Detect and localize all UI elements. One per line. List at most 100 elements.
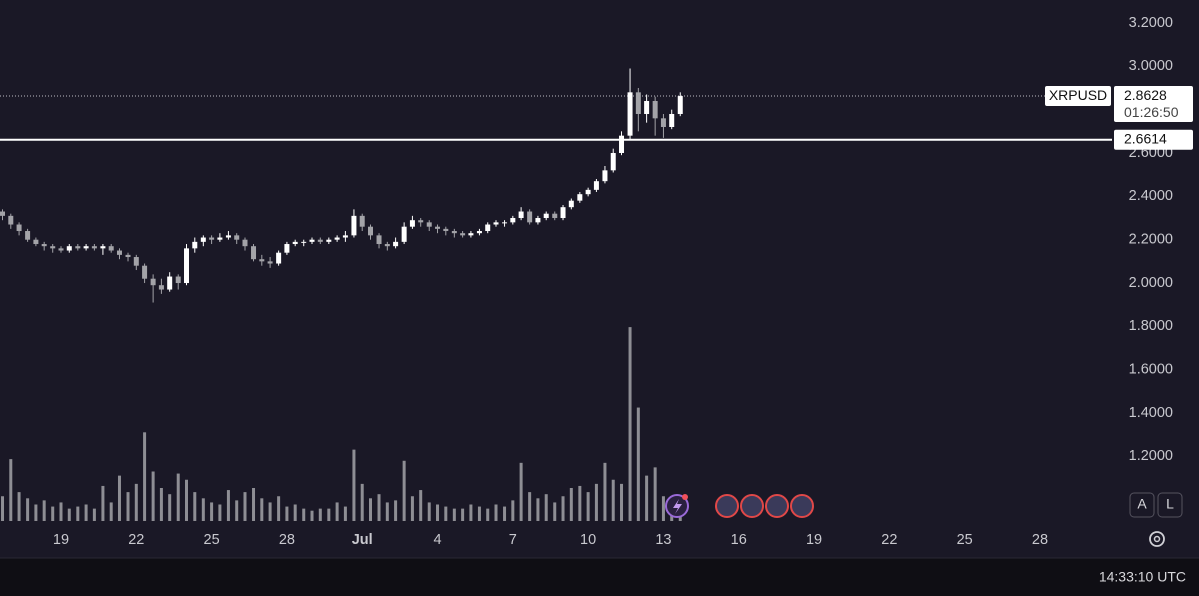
volume-bar	[84, 504, 88, 521]
candle-body	[116, 250, 122, 255]
volume-bar	[51, 506, 55, 521]
volume-bar	[486, 508, 490, 521]
x-tick-label: 16	[731, 532, 747, 548]
candle-body	[660, 118, 666, 127]
settings-icon[interactable]	[1149, 531, 1165, 547]
candle-body	[585, 189, 591, 195]
volume-bar	[603, 462, 607, 521]
volume-bar	[352, 449, 356, 521]
button-label: A	[1137, 496, 1147, 512]
button-label: L	[1166, 496, 1174, 512]
candle-body	[217, 237, 223, 240]
candle-body	[200, 237, 206, 242]
candle-body	[8, 215, 14, 225]
candle-body	[225, 235, 231, 238]
volume-bar	[159, 488, 163, 521]
candle-body	[593, 181, 599, 190]
candle-body	[125, 254, 131, 258]
volume-bar	[578, 485, 582, 521]
candle-body	[359, 215, 365, 227]
volume-bar	[318, 508, 322, 521]
volume-bar	[452, 508, 456, 521]
candle-body	[142, 265, 148, 279]
candle-body	[334, 237, 340, 240]
volume-bar	[101, 485, 105, 521]
volume-bar	[528, 492, 532, 521]
candle-body	[367, 226, 373, 236]
candle-body	[418, 220, 424, 223]
candle-body	[0, 211, 6, 216]
volume-bar	[444, 506, 448, 521]
flag-icon[interactable]	[715, 494, 739, 518]
volume-bar	[536, 498, 540, 521]
candle-body	[16, 224, 22, 232]
flag-icon[interactable]	[765, 494, 789, 518]
badge	[682, 494, 688, 500]
candle-body	[242, 239, 248, 247]
candle-body	[317, 239, 323, 242]
x-tick-label: 19	[806, 532, 822, 548]
candle-body	[284, 244, 290, 253]
x-tick-label: 22	[128, 532, 144, 548]
flag-icon[interactable]	[790, 494, 814, 518]
volume-bar	[193, 492, 197, 521]
volume-bar	[109, 502, 113, 521]
volume-bar	[151, 471, 155, 521]
candle-body	[342, 235, 348, 238]
volume-bar	[134, 483, 138, 521]
volume-bar	[553, 502, 557, 521]
candle-body	[393, 241, 399, 247]
candle-body	[409, 220, 415, 227]
candle-body	[267, 261, 273, 264]
status-bar	[0, 558, 1199, 596]
volume-bar	[226, 490, 230, 521]
volume-bar	[59, 502, 63, 521]
volume-bar	[469, 504, 473, 521]
volume-bar	[661, 496, 665, 521]
volume-bar	[511, 500, 515, 521]
candle-body	[510, 218, 516, 223]
volume-bar	[268, 502, 272, 521]
symbol-label: XRPUSD	[1049, 87, 1107, 103]
price-box	[1114, 86, 1193, 123]
volume-bar	[26, 498, 30, 521]
x-tick-label: 25	[204, 532, 220, 548]
candle-body	[276, 252, 282, 264]
candle-body	[351, 215, 357, 236]
button[interactable]	[1157, 492, 1183, 518]
volume-bar	[310, 510, 314, 521]
candle-body	[401, 226, 407, 242]
y-tick-label: 3.0000	[1129, 58, 1173, 74]
candle-body	[677, 96, 683, 114]
candle-body	[527, 211, 533, 223]
flag-icon[interactable]	[740, 494, 764, 518]
level-box	[1114, 129, 1193, 150]
candle-body	[309, 239, 315, 242]
volume-bar	[335, 502, 339, 521]
candle-body	[326, 239, 332, 242]
volume-bar	[410, 496, 414, 521]
candle-body	[41, 244, 47, 247]
candle-body	[167, 276, 173, 290]
candle-body	[376, 235, 382, 245]
candle-body	[577, 194, 583, 201]
volume-bar	[569, 488, 573, 521]
candle-body	[66, 246, 72, 251]
candle-body	[535, 218, 541, 223]
gear-center	[1153, 535, 1161, 543]
candle-body	[568, 200, 574, 208]
candle-body	[476, 231, 482, 234]
button[interactable]	[1129, 492, 1155, 518]
candle-body	[552, 213, 558, 219]
volume-bar	[235, 500, 239, 521]
volume-bar	[653, 467, 657, 521]
volume-bar	[394, 500, 398, 521]
candle-body	[610, 153, 616, 171]
y-tick-label: 1.6000	[1129, 362, 1173, 378]
y-tick-label: 1.4000	[1129, 405, 1173, 421]
candle-body	[50, 246, 56, 249]
candle-body	[108, 246, 114, 251]
volume-bar	[427, 502, 431, 521]
scale-buttons: A L	[1129, 492, 1183, 518]
